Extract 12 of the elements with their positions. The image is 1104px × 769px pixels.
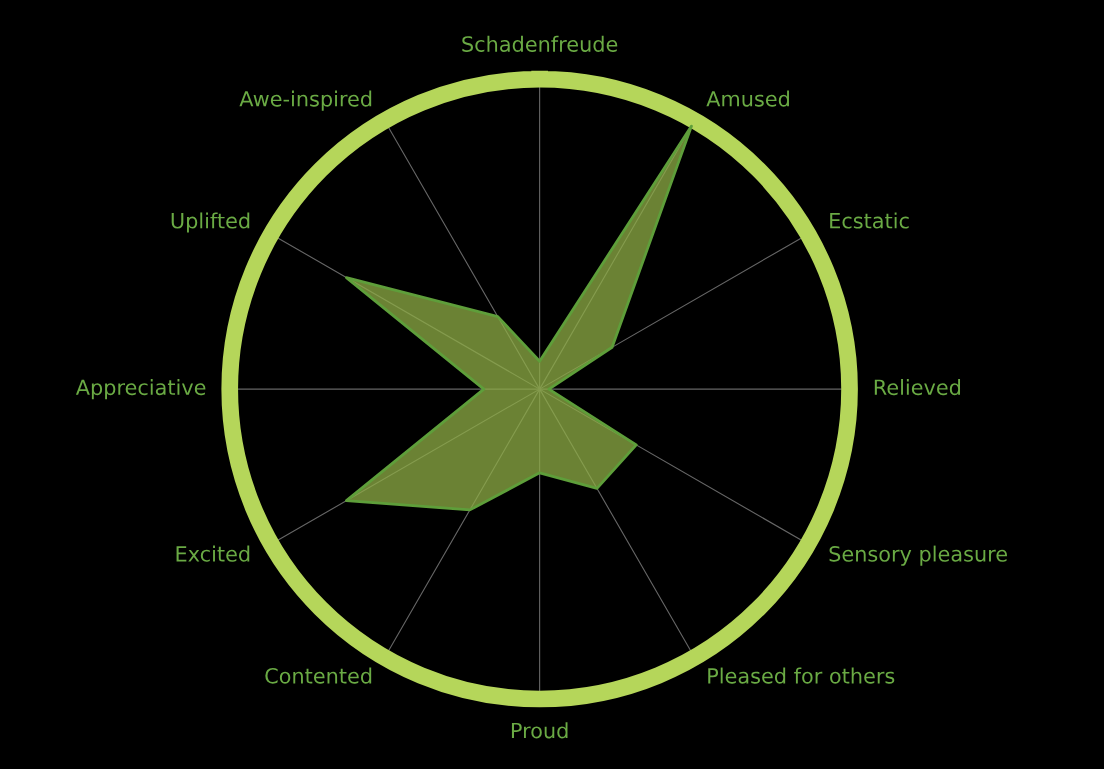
spoke-label: Excited	[176, 545, 250, 562]
spoke-label: Proud	[511, 722, 568, 739]
spoke-label: Pleased for others	[708, 667, 895, 684]
spoke-label: Sensory pleasure	[829, 545, 1007, 566]
spoke-label: Relieved	[874, 379, 961, 396]
spoke-label: Appreciative	[75, 379, 206, 400]
spoke-label: Uplifted	[171, 212, 250, 233]
spoke-label: Awe-inspired	[239, 90, 372, 111]
spoke-label: Schadenfreude	[462, 35, 618, 52]
spoke-label: Amused	[706, 90, 789, 107]
spoke-label: Contented	[265, 667, 372, 684]
spoke-label: Ecstatic	[830, 212, 909, 229]
